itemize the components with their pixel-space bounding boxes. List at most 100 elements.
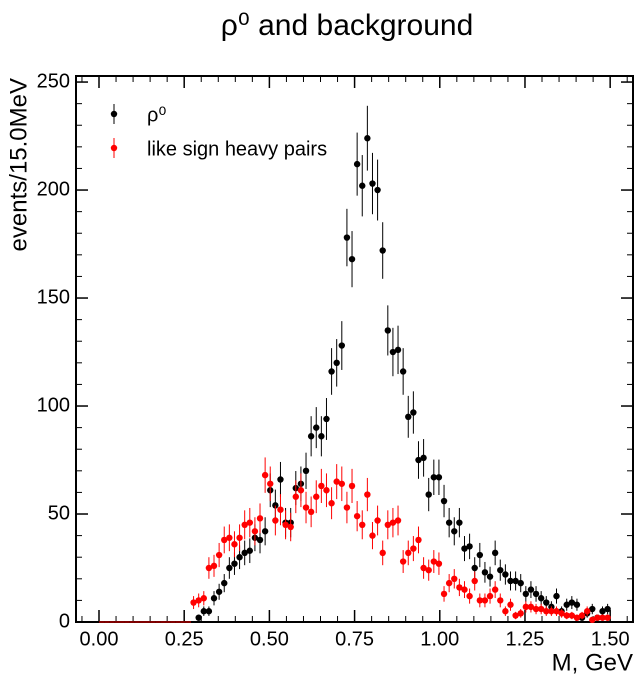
data-point <box>522 590 530 598</box>
data-point <box>405 413 412 421</box>
data-point <box>272 517 279 524</box>
x-tick-label: 1.50 <box>591 628 630 650</box>
series <box>99 105 611 623</box>
data-point <box>210 562 218 570</box>
data-point <box>394 517 402 524</box>
data-point <box>353 512 361 520</box>
data-point <box>343 234 351 241</box>
data-point <box>451 528 458 535</box>
data-point <box>563 601 570 608</box>
data-point <box>328 500 335 507</box>
data-point <box>200 608 207 615</box>
data-point <box>456 519 463 526</box>
data-point <box>573 601 581 608</box>
data-point <box>379 247 386 254</box>
data-point <box>599 614 606 621</box>
data-point <box>277 506 284 513</box>
chart-title: ρ⁰ and background <box>221 9 474 42</box>
data-point <box>491 549 499 557</box>
data-point <box>476 597 484 604</box>
data-point <box>537 605 545 613</box>
data-point <box>246 547 253 554</box>
legend-marker <box>110 144 118 152</box>
data-point <box>594 614 601 621</box>
data-point <box>405 549 412 557</box>
data-point <box>527 586 535 593</box>
data-point <box>563 612 570 619</box>
data-point <box>394 346 402 354</box>
data-point <box>445 579 453 587</box>
data-point <box>384 327 392 334</box>
data-point <box>287 523 294 531</box>
data-point <box>476 551 484 559</box>
data-point <box>348 255 356 263</box>
data-point <box>210 595 218 602</box>
data-point <box>527 603 535 611</box>
data-point <box>195 614 202 621</box>
data-point <box>338 342 346 349</box>
data-point <box>543 608 550 615</box>
data-point <box>241 549 248 557</box>
data-point <box>430 474 438 481</box>
data-point <box>543 599 550 606</box>
data-point <box>307 508 315 516</box>
data-point <box>461 586 468 593</box>
data-point <box>267 480 274 487</box>
data-point <box>512 612 519 619</box>
data-point <box>430 558 438 565</box>
data-point <box>313 493 320 500</box>
series <box>99 457 611 624</box>
data-point <box>471 577 478 585</box>
data-point <box>272 502 279 509</box>
data-point <box>578 612 586 619</box>
data-point <box>491 586 499 593</box>
data-point <box>389 519 397 526</box>
data-point <box>440 590 448 598</box>
data-point <box>517 610 524 617</box>
y-tick-label: 150 <box>37 286 70 308</box>
y-tick-label: 100 <box>37 394 70 416</box>
data-point <box>369 180 376 187</box>
data-point <box>256 536 264 544</box>
data-point <box>466 543 473 550</box>
data-point <box>502 608 509 615</box>
x-tick-label: 0.25 <box>165 628 204 650</box>
data-point <box>359 182 366 189</box>
data-point <box>435 560 443 567</box>
data-point <box>558 610 565 617</box>
x-tick-label: 1.25 <box>506 628 545 650</box>
data-point <box>589 616 596 624</box>
data-point <box>195 597 202 604</box>
data-point <box>313 424 320 431</box>
data-point <box>512 577 519 585</box>
data-point <box>517 579 524 587</box>
data-point <box>221 579 228 587</box>
data-point <box>583 608 591 615</box>
data-point <box>384 521 392 529</box>
data-point <box>425 491 432 498</box>
data-point <box>369 532 376 539</box>
data-point <box>190 599 197 606</box>
data-point <box>282 521 289 529</box>
data-point <box>486 592 494 600</box>
data-point <box>573 614 581 621</box>
y-tick-label: 50 <box>48 502 70 524</box>
data-point <box>399 558 407 565</box>
data-point <box>568 612 576 619</box>
data-point <box>226 564 233 572</box>
data-point <box>353 160 361 168</box>
data-point <box>318 433 325 440</box>
data-point <box>302 504 310 511</box>
data-point <box>481 569 489 576</box>
data-point <box>379 549 386 557</box>
data-point <box>215 588 223 595</box>
data-point <box>236 534 243 541</box>
data-point <box>374 517 381 524</box>
data-point <box>297 487 305 494</box>
legend-label: like sign heavy pairs <box>147 138 327 160</box>
y-tick-label: 200 <box>37 178 70 200</box>
data-point <box>410 409 417 416</box>
data-point <box>399 368 407 375</box>
x-tick-label: 1.00 <box>420 628 459 650</box>
data-point <box>502 571 509 578</box>
